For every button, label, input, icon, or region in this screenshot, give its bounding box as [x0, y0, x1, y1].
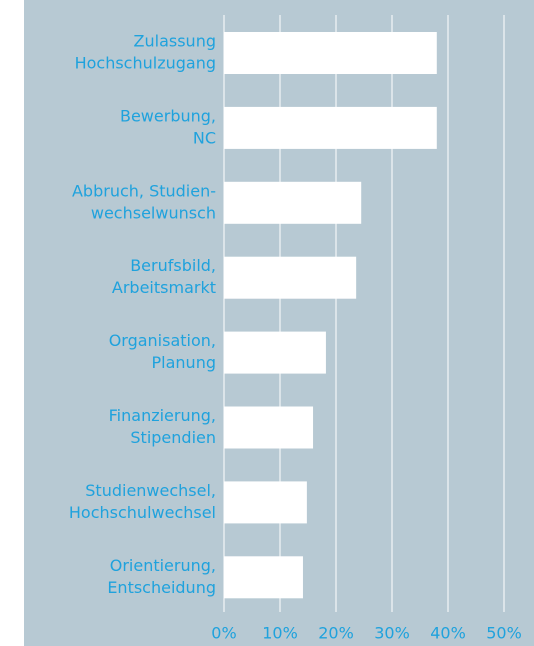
y-tick-label: Planung: [152, 353, 216, 372]
y-tick-label: Hochschulwechsel: [69, 503, 216, 522]
y-tick-label: Zulassung: [134, 32, 216, 51]
bar: [224, 32, 437, 74]
y-tick-label: Berufsbild,: [130, 256, 216, 275]
y-tick-label: Finanzierung,: [109, 406, 216, 425]
y-tick-label: Bewerbung,: [120, 106, 216, 125]
bar: [224, 256, 357, 299]
bar: [224, 331, 326, 374]
x-tick-label: 40%: [430, 624, 466, 643]
y-tick-label: Organisation,: [109, 331, 216, 350]
x-tick-label: 30%: [374, 624, 410, 643]
bar: [224, 181, 362, 224]
x-tick-label: 0%: [211, 624, 236, 643]
bar: [224, 106, 437, 149]
x-tick-label: 50%: [486, 624, 522, 643]
x-tick-label: 20%: [318, 624, 354, 643]
bar: [224, 481, 307, 524]
y-tick-label: Entscheidung: [107, 578, 216, 597]
x-tick-label: 10%: [262, 624, 298, 643]
y-tick-label: Studienwechsel,: [85, 481, 216, 500]
y-tick-label: Arbeitsmarkt: [112, 278, 216, 297]
y-tick-label: Hochschulzugang: [75, 54, 216, 73]
y-tick-label: Abbruch, Studien-: [72, 181, 216, 200]
y-tick-label: Stipendien: [130, 428, 216, 447]
y-tick-label: wechselwunsch: [91, 203, 216, 222]
y-tick-label: Orientierung,: [110, 556, 216, 575]
chart-background: [24, 0, 534, 646]
bar: [224, 556, 303, 599]
bar: [224, 406, 314, 449]
y-tick-label: NC: [193, 128, 216, 147]
